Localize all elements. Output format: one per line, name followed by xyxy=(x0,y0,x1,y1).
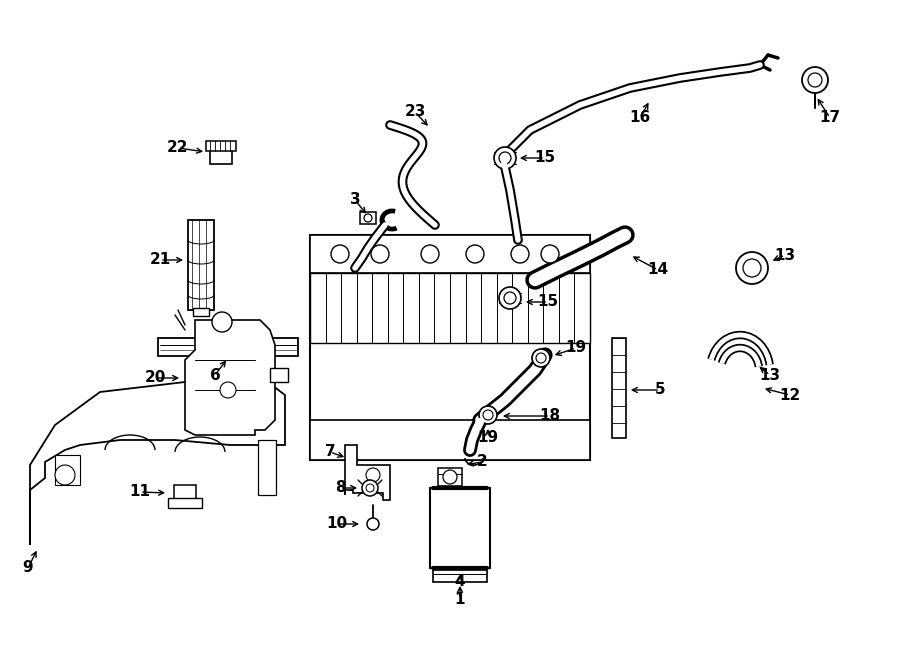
Circle shape xyxy=(366,484,374,492)
Text: 13: 13 xyxy=(760,368,780,383)
Circle shape xyxy=(212,312,232,332)
Bar xyxy=(310,273,590,343)
Polygon shape xyxy=(185,320,275,435)
Circle shape xyxy=(802,67,828,93)
Circle shape xyxy=(541,245,559,263)
Circle shape xyxy=(443,470,457,484)
Bar xyxy=(430,488,490,568)
Circle shape xyxy=(504,292,516,304)
Text: 19: 19 xyxy=(565,340,587,356)
Polygon shape xyxy=(30,380,285,545)
Circle shape xyxy=(362,480,378,496)
Circle shape xyxy=(366,468,380,482)
Circle shape xyxy=(494,147,516,169)
Bar xyxy=(310,420,590,460)
Bar xyxy=(174,485,196,501)
Circle shape xyxy=(331,245,349,263)
Bar xyxy=(360,212,376,224)
Circle shape xyxy=(55,465,75,485)
Circle shape xyxy=(364,214,372,222)
Bar xyxy=(188,220,214,310)
Bar xyxy=(438,468,462,486)
Text: 12: 12 xyxy=(779,387,801,403)
Text: 8: 8 xyxy=(335,481,346,496)
Bar xyxy=(270,368,288,382)
Bar xyxy=(193,308,209,316)
Circle shape xyxy=(743,259,761,277)
Text: 10: 10 xyxy=(327,516,347,531)
Bar xyxy=(310,235,590,460)
Text: 21: 21 xyxy=(149,253,171,268)
Circle shape xyxy=(499,287,521,309)
Text: 15: 15 xyxy=(537,295,559,309)
Text: 20: 20 xyxy=(144,371,166,385)
Text: 15: 15 xyxy=(535,151,555,165)
Text: 23: 23 xyxy=(404,104,426,120)
Bar xyxy=(55,455,80,485)
Bar xyxy=(310,235,590,273)
Text: 7: 7 xyxy=(325,444,336,459)
Text: 13: 13 xyxy=(774,247,796,262)
Circle shape xyxy=(536,353,546,363)
Text: 3: 3 xyxy=(350,192,360,208)
Bar xyxy=(210,148,232,164)
Polygon shape xyxy=(345,445,390,500)
Circle shape xyxy=(466,245,484,263)
Text: 19: 19 xyxy=(477,430,499,444)
Circle shape xyxy=(421,245,439,263)
Bar xyxy=(206,141,236,151)
Circle shape xyxy=(499,152,511,164)
Circle shape xyxy=(367,518,379,530)
Bar xyxy=(158,338,298,356)
Bar xyxy=(168,498,202,508)
Circle shape xyxy=(479,406,497,424)
Text: 1: 1 xyxy=(454,592,465,607)
Text: 4: 4 xyxy=(454,574,465,590)
Text: 22: 22 xyxy=(167,141,189,155)
Circle shape xyxy=(371,245,389,263)
Text: 9: 9 xyxy=(22,561,33,576)
Text: 11: 11 xyxy=(130,485,150,500)
Circle shape xyxy=(220,382,236,398)
Text: 17: 17 xyxy=(819,110,841,126)
Circle shape xyxy=(511,245,529,263)
Bar xyxy=(612,338,626,438)
Text: 6: 6 xyxy=(210,368,220,383)
Text: 16: 16 xyxy=(629,110,651,126)
Text: 18: 18 xyxy=(539,408,561,424)
Bar xyxy=(258,440,276,495)
Circle shape xyxy=(532,349,550,367)
Circle shape xyxy=(808,73,822,87)
Text: 14: 14 xyxy=(647,262,669,278)
Text: 2: 2 xyxy=(477,455,488,469)
Circle shape xyxy=(483,410,493,420)
Bar xyxy=(433,570,487,582)
Circle shape xyxy=(736,252,768,284)
Text: 5: 5 xyxy=(654,383,665,397)
